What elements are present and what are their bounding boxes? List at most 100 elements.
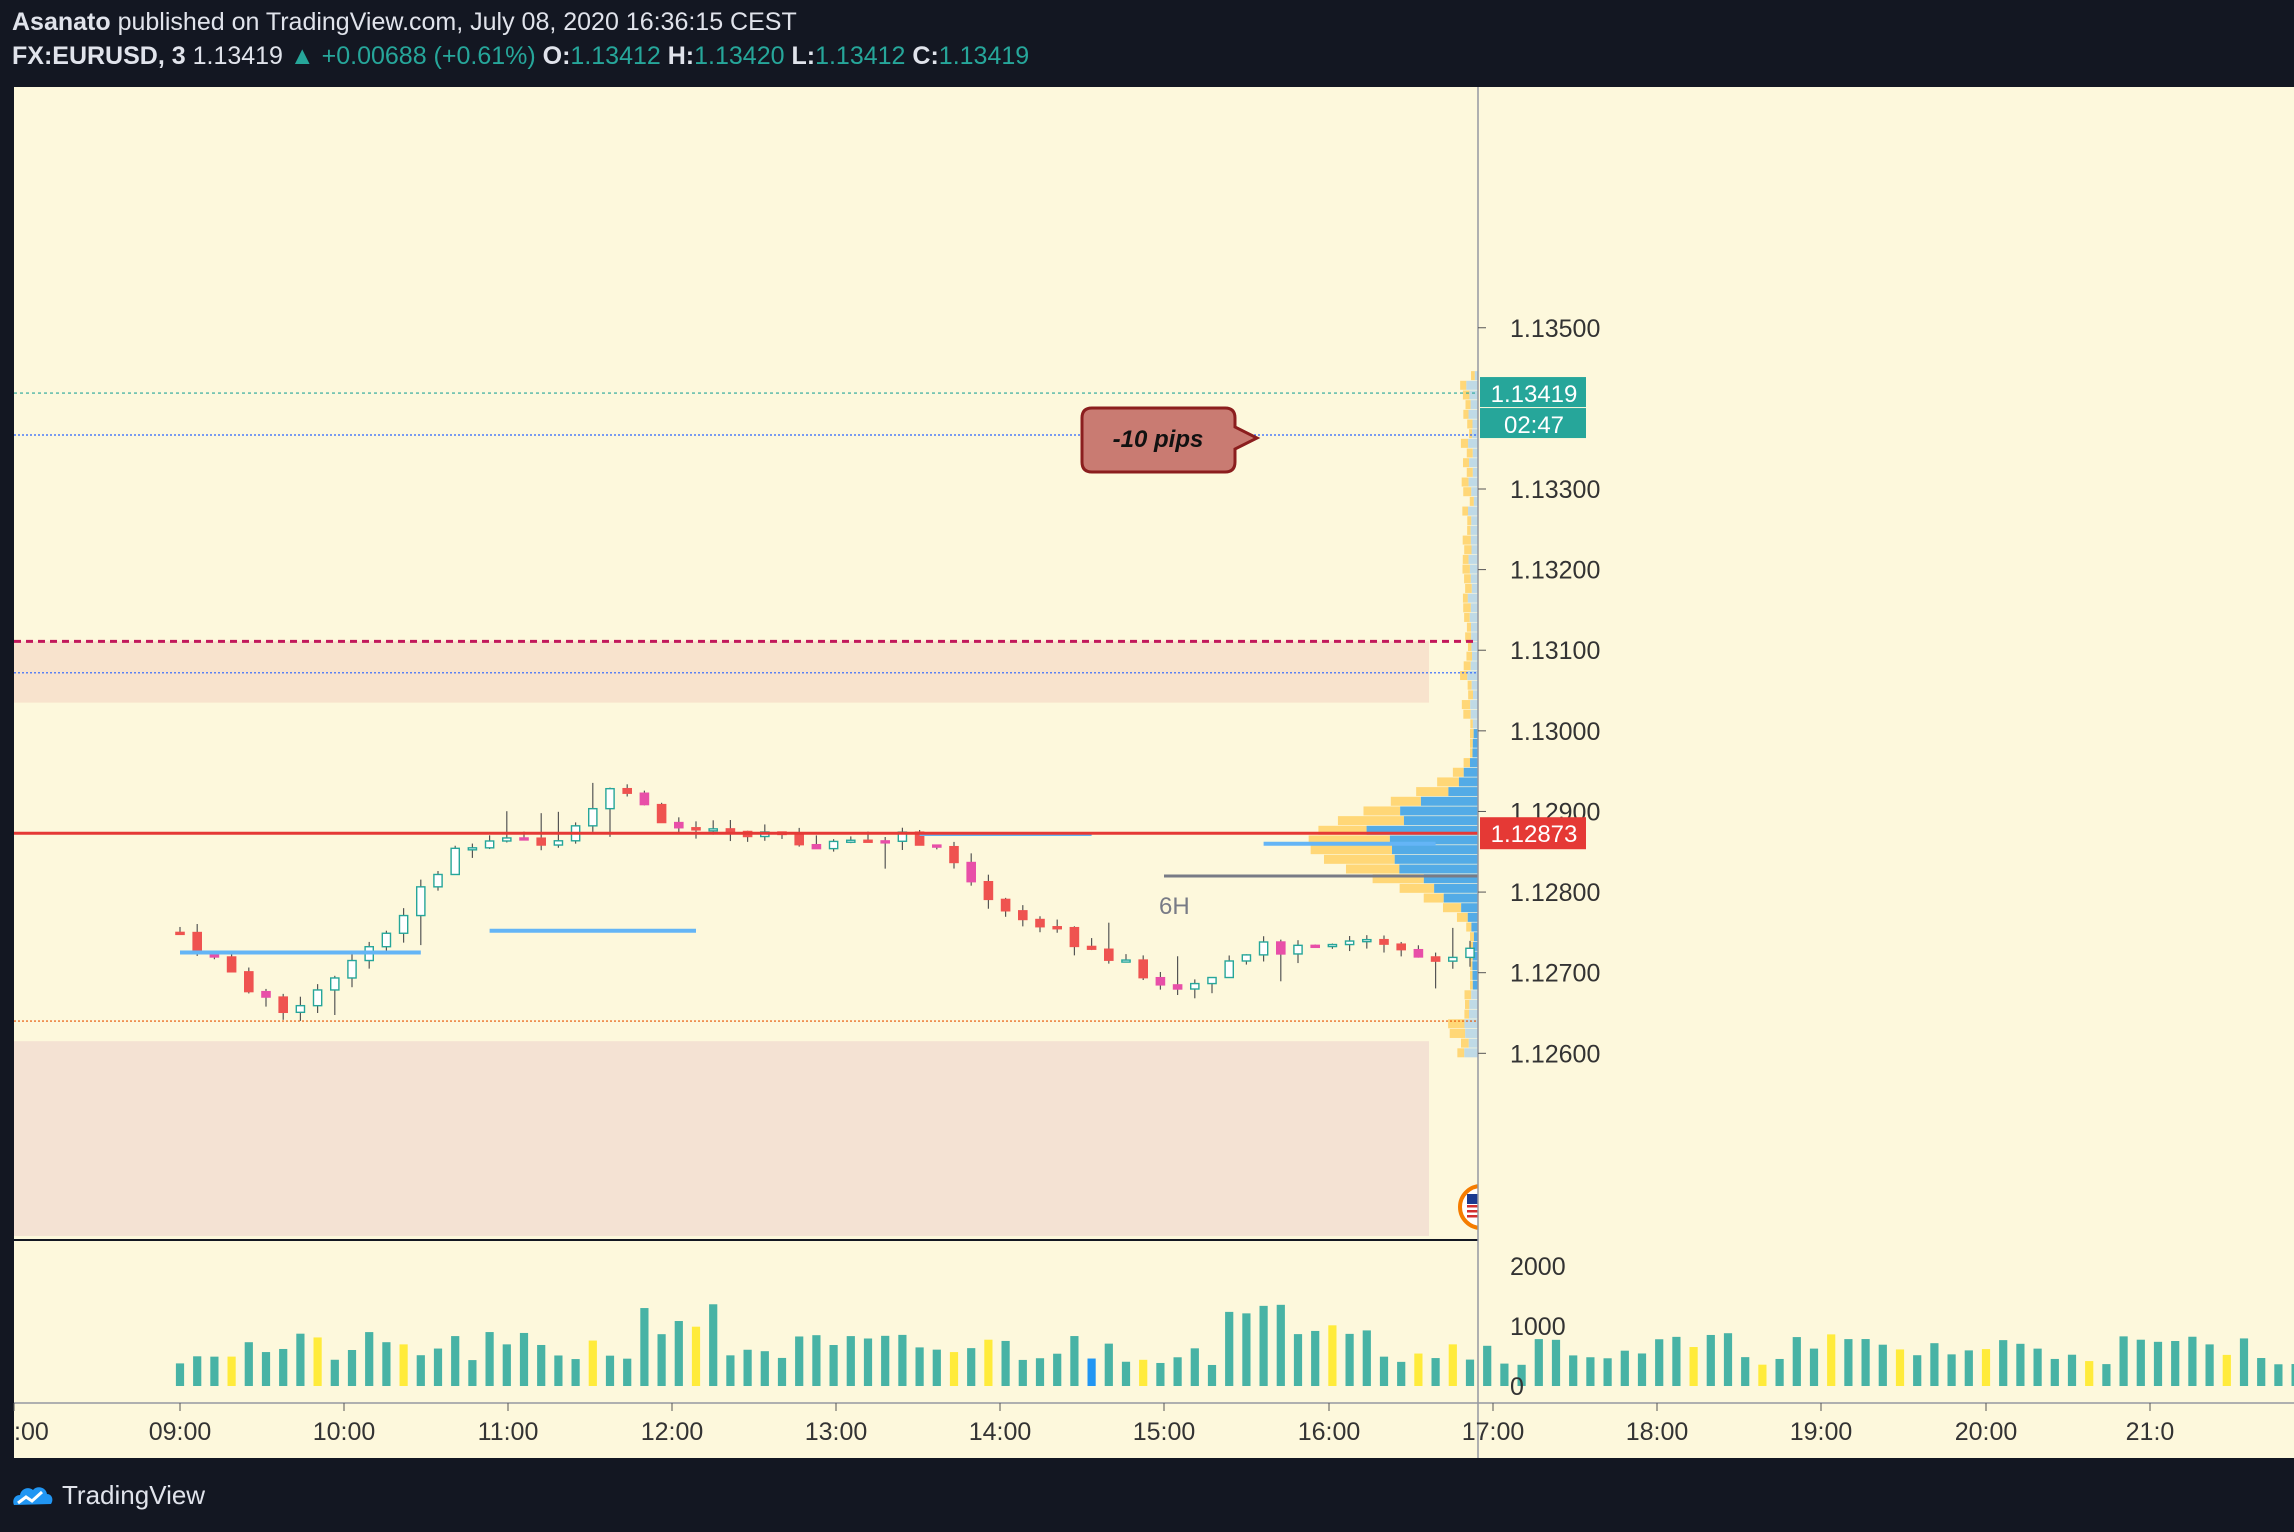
candle	[658, 805, 666, 823]
volume-profile-sell	[1471, 516, 1478, 525]
price-tick-label: 1.13500	[1510, 315, 1600, 343]
candle	[1311, 945, 1319, 947]
tradingview-logo-icon[interactable]	[10, 1481, 54, 1511]
volume-profile-buy	[1463, 410, 1468, 419]
time-tick-label: 09:00	[149, 1418, 212, 1446]
volume-bar	[468, 1360, 476, 1386]
candle	[1466, 948, 1474, 957]
volume-bar	[744, 1350, 752, 1386]
volume-profile-buy	[1470, 729, 1474, 738]
volume-profile-sell	[1471, 923, 1478, 932]
pips-callout-text: -10 pips	[1113, 426, 1204, 453]
published-text: published on TradingView.com, July 08, 2…	[118, 8, 797, 36]
volume-profile-buy	[1465, 1000, 1469, 1009]
time-tick-label: 12:00	[641, 1418, 704, 1446]
volume-profile-sell	[1472, 419, 1478, 428]
time-tick-label: 20:00	[1955, 1418, 2018, 1446]
volume-bar	[451, 1336, 459, 1386]
candle	[1397, 944, 1405, 950]
volume-bar	[228, 1357, 236, 1386]
volume-profile-sell	[1469, 458, 1478, 467]
volume-profile-buy	[1324, 855, 1395, 864]
volume-profile-sell	[1471, 990, 1478, 999]
volume-profile-sell	[1421, 797, 1478, 806]
volume-profile-sell	[1466, 381, 1478, 390]
volume-profile-buy	[1457, 1048, 1464, 1057]
candle	[984, 882, 992, 900]
volume-bar	[2171, 1341, 2179, 1386]
volume-bar	[1449, 1344, 1457, 1386]
six-hour-label: 6H	[1159, 893, 1190, 920]
volume-profile-buy	[1450, 1029, 1465, 1038]
volume-bar	[2240, 1338, 2248, 1386]
volume-profile-buy	[1464, 574, 1471, 583]
volume-bar	[640, 1308, 648, 1386]
volume-bar	[1999, 1340, 2007, 1386]
volume-bar	[1707, 1335, 1715, 1386]
price-tick-label: 1.13100	[1510, 637, 1600, 665]
volume-profile-sell	[1465, 1029, 1478, 1038]
candle	[468, 848, 476, 850]
volume-profile-buy	[1463, 555, 1469, 564]
candle	[279, 997, 287, 1012]
volume-bar	[1363, 1330, 1371, 1386]
volume-bar	[262, 1352, 270, 1386]
candle	[1088, 946, 1096, 949]
volume-bar	[709, 1304, 717, 1386]
candle	[1449, 957, 1457, 961]
volume-bar	[210, 1357, 218, 1386]
time-tick-label: 13:00	[805, 1418, 868, 1446]
volume-bar	[1724, 1333, 1732, 1386]
volume-profile-buy	[1437, 777, 1459, 786]
volume-profile-buy	[1470, 497, 1474, 506]
candle	[262, 992, 270, 997]
volume-profile-sell	[1470, 613, 1478, 622]
volume-profile-sell	[1470, 565, 1478, 574]
candle	[589, 809, 597, 826]
volume-bar	[1466, 1360, 1474, 1386]
volume-bar	[365, 1332, 373, 1386]
volume-bar	[1397, 1362, 1405, 1386]
low-label: L:	[791, 42, 815, 70]
candle	[1036, 920, 1044, 927]
volume-bar	[1414, 1354, 1422, 1386]
volume-bar	[1655, 1339, 1663, 1386]
candle	[950, 847, 958, 863]
volume-bar	[1982, 1349, 1990, 1386]
volume-bar	[1862, 1339, 1870, 1386]
candle	[193, 933, 201, 952]
volume-profile-buy	[1467, 419, 1472, 428]
last-price-badge-text: 1.13419	[1491, 381, 1578, 408]
volume-bar	[1896, 1349, 1904, 1386]
candle	[812, 845, 820, 849]
volume-bar	[417, 1355, 425, 1386]
volume-profile-buy	[1463, 458, 1469, 467]
candle	[1328, 945, 1336, 947]
volume-profile-buy	[1463, 390, 1470, 399]
symbol: FX:EURUSD, 3	[12, 42, 186, 70]
tradingview-brand[interactable]: TradingView	[62, 1480, 205, 1511]
volume-profile-buy	[1470, 748, 1473, 757]
volume-bar	[1380, 1357, 1388, 1386]
candle	[1277, 942, 1285, 954]
time-tick-label: 16:00	[1298, 1418, 1361, 1446]
support-zone	[14, 1041, 1429, 1236]
publisher-name[interactable]: Asanato	[12, 8, 111, 36]
volume-profile-buy	[1311, 845, 1392, 854]
high-label: H:	[668, 42, 694, 70]
volume-profile-sell	[1468, 507, 1478, 516]
volume-bar	[1105, 1344, 1113, 1386]
volume-profile-sell	[1469, 410, 1478, 419]
volume-profile-buy	[1464, 545, 1471, 554]
volume-bar	[1500, 1364, 1508, 1386]
candle	[623, 789, 631, 794]
volume-profile-sell	[1471, 710, 1478, 719]
candle	[400, 916, 408, 934]
volume-bar	[1569, 1355, 1577, 1386]
volume-profile-buy	[1470, 981, 1473, 990]
volume-bar	[1758, 1365, 1766, 1386]
volume-bar	[1690, 1347, 1698, 1386]
volume-bar	[967, 1348, 975, 1386]
volume-profile-buy	[1416, 787, 1448, 796]
volume-bar	[2257, 1358, 2265, 1386]
